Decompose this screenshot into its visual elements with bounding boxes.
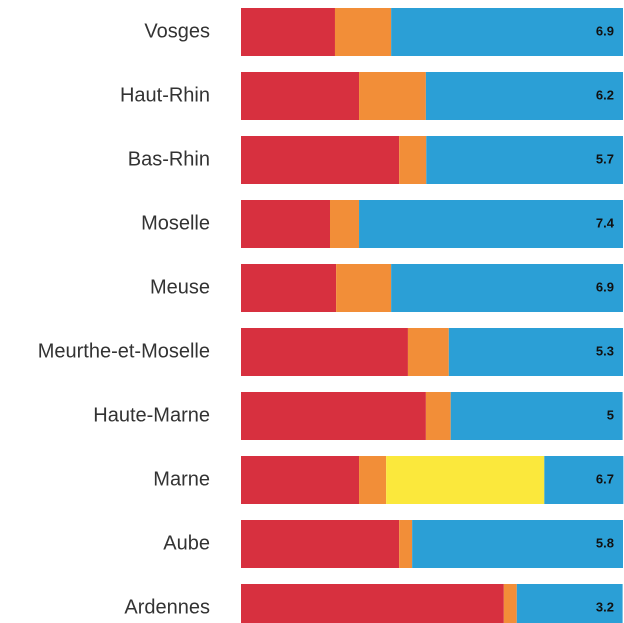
bar-segment bbox=[450, 392, 623, 440]
bar-segment bbox=[448, 328, 623, 376]
bar-segment bbox=[241, 328, 408, 376]
bar-segment bbox=[544, 456, 624, 504]
bar-segment bbox=[399, 136, 427, 184]
bar-segment bbox=[336, 264, 392, 312]
score-label: 6.7 bbox=[596, 471, 614, 486]
bar-segment bbox=[241, 8, 335, 56]
bar-segment bbox=[425, 392, 451, 440]
category-label: Meurthe-et-Moselle bbox=[38, 340, 210, 362]
category-label: Bas-Rhin bbox=[128, 148, 210, 170]
bar-segment bbox=[241, 520, 400, 568]
bar-segment bbox=[241, 264, 337, 312]
bar-segment bbox=[241, 136, 400, 184]
bar-segment bbox=[359, 456, 387, 504]
category-label: Meuse bbox=[150, 276, 210, 298]
category-label: Ardennes bbox=[124, 596, 210, 618]
bar-segment bbox=[359, 72, 426, 120]
score-label: 6.2 bbox=[596, 87, 614, 102]
bar-segment bbox=[330, 200, 360, 248]
score-label: 5.8 bbox=[596, 535, 614, 550]
category-label: Aube bbox=[163, 532, 210, 554]
category-label: Moselle bbox=[141, 212, 210, 234]
bar-segment bbox=[241, 456, 360, 504]
bar-segment bbox=[386, 456, 545, 504]
score-label: 5.7 bbox=[596, 151, 614, 166]
bar-segment bbox=[241, 72, 360, 120]
score-label: 5.3 bbox=[596, 343, 614, 358]
category-label: Marne bbox=[153, 468, 210, 490]
score-label: 5 bbox=[607, 407, 614, 422]
bar-segment bbox=[241, 392, 426, 440]
score-label: 7.4 bbox=[596, 215, 615, 230]
category-label: Vosges bbox=[144, 20, 210, 42]
bar-segment bbox=[391, 264, 623, 312]
bar-segment bbox=[407, 328, 449, 376]
bar-segment bbox=[425, 72, 623, 120]
bar-segment bbox=[426, 136, 623, 184]
bar-segment bbox=[412, 520, 623, 568]
score-label: 6.9 bbox=[596, 23, 614, 38]
category-label: Haut-Rhin bbox=[120, 84, 210, 106]
bar-segment bbox=[391, 8, 623, 56]
bar-segment bbox=[503, 584, 517, 623]
bar-segment bbox=[334, 8, 392, 56]
bar-segment bbox=[241, 584, 504, 623]
bar-segment bbox=[399, 520, 413, 568]
score-label: 3.2 bbox=[596, 599, 614, 614]
bar-segment bbox=[516, 584, 623, 623]
score-label: 6.9 bbox=[596, 279, 614, 294]
bar-segment bbox=[241, 200, 331, 248]
bar-segment bbox=[359, 200, 623, 248]
category-label: Haute-Marne bbox=[93, 404, 210, 426]
